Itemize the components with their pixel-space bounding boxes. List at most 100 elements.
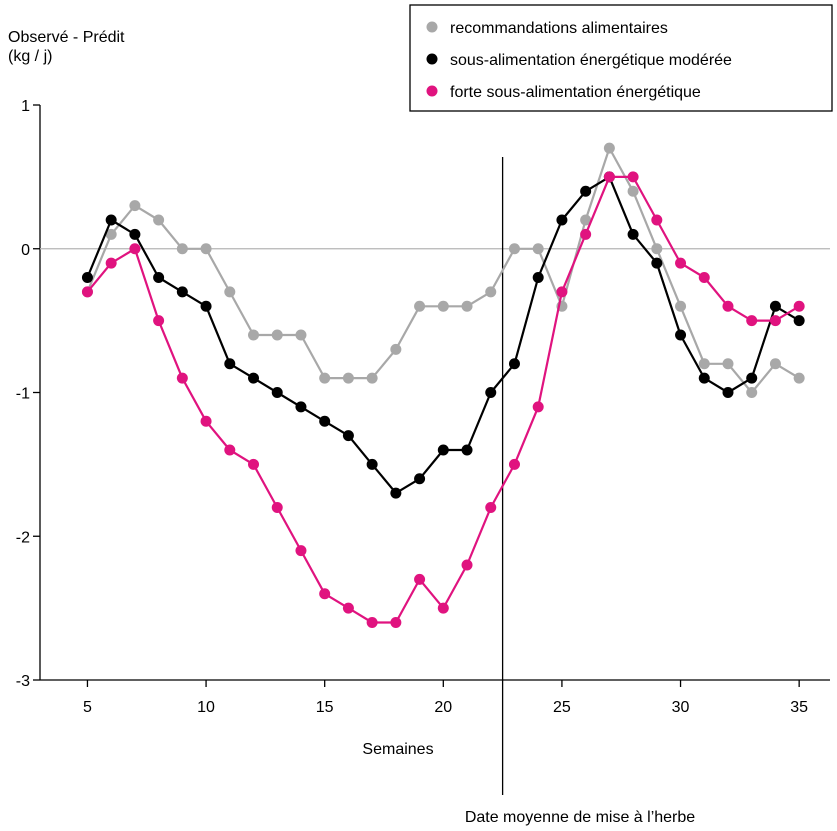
series-1-point bbox=[414, 300, 426, 312]
legend-label-2: sous-alimentation énergétique modérée bbox=[450, 52, 732, 69]
series-3-point bbox=[437, 602, 449, 614]
series-2-point bbox=[105, 214, 117, 226]
series-2-point bbox=[319, 415, 331, 427]
series-2-point bbox=[342, 430, 354, 442]
series-3-point bbox=[603, 171, 615, 183]
series-2-point bbox=[556, 214, 568, 226]
y-tick-label: -3 bbox=[16, 673, 30, 690]
series-2-point bbox=[81, 272, 93, 283]
series-3-point bbox=[129, 243, 141, 255]
series-2-point bbox=[627, 228, 639, 240]
legend-marker-1 bbox=[426, 21, 438, 33]
series-3-point bbox=[105, 257, 117, 269]
series-3-point bbox=[698, 272, 710, 283]
series-1-point bbox=[580, 214, 592, 226]
series-2-point bbox=[153, 272, 165, 283]
series-1-point bbox=[319, 372, 331, 384]
series-2-point bbox=[129, 228, 141, 240]
series-3-point bbox=[271, 502, 283, 513]
series-3-point bbox=[793, 300, 805, 312]
x-tick-label: 35 bbox=[790, 699, 808, 716]
series-3-point bbox=[532, 401, 544, 413]
series-3-point bbox=[414, 573, 426, 585]
x-tick-label: 20 bbox=[434, 699, 452, 716]
series-3-point bbox=[81, 286, 93, 298]
series-1-point bbox=[651, 243, 663, 255]
series-3-point bbox=[722, 300, 734, 312]
series-2-point bbox=[651, 257, 663, 269]
series-2-point bbox=[532, 272, 544, 283]
series-1-point bbox=[532, 243, 544, 255]
legend-label-1: recommandations alimentaires bbox=[450, 20, 668, 37]
series-3-point bbox=[508, 458, 520, 470]
series-1-point bbox=[105, 228, 117, 240]
series-3-point bbox=[366, 617, 378, 628]
series-2-point bbox=[437, 444, 449, 456]
series-2-point bbox=[295, 401, 307, 413]
series-1-point bbox=[508, 243, 520, 255]
series-1-point bbox=[485, 286, 497, 298]
x-tick-label: 5 bbox=[83, 699, 92, 716]
series-3-point bbox=[675, 257, 687, 269]
series-3-point bbox=[461, 559, 473, 571]
series-1-point bbox=[437, 300, 449, 312]
series-3-point bbox=[485, 502, 497, 513]
legend-marker-2 bbox=[426, 53, 438, 65]
series-1-point bbox=[224, 286, 236, 298]
series-line-3 bbox=[86, 175, 800, 624]
series-2-point bbox=[746, 372, 758, 384]
series-2-point bbox=[698, 372, 710, 384]
series-1-point bbox=[342, 372, 354, 384]
series-1-point bbox=[603, 142, 615, 154]
series-2-point bbox=[461, 444, 473, 456]
series-1-point bbox=[698, 358, 710, 370]
series-1-point bbox=[295, 329, 307, 341]
series-1-point bbox=[722, 358, 734, 370]
series-1-point bbox=[271, 329, 283, 341]
legend-box bbox=[409, 4, 833, 112]
series-1-point bbox=[176, 243, 188, 255]
legend-marker-3 bbox=[426, 85, 438, 97]
series-2-point bbox=[414, 473, 426, 485]
series-1-point bbox=[627, 185, 639, 197]
y-tick-label: -2 bbox=[16, 529, 30, 546]
series-3-point bbox=[556, 286, 568, 298]
series-3-point bbox=[390, 617, 402, 628]
series-1-point bbox=[129, 200, 141, 212]
series-1-point bbox=[793, 372, 805, 384]
series-2-point bbox=[675, 329, 687, 341]
series-2-point bbox=[722, 387, 734, 398]
annotation-grazing-date: Date moyenne de mise à l’herbe bbox=[465, 809, 695, 826]
series-2-point bbox=[224, 358, 236, 370]
series-1-point bbox=[248, 329, 260, 341]
x-tick-label: 30 bbox=[672, 699, 690, 716]
series-3-point bbox=[176, 372, 188, 384]
x-axis-label: Semaines bbox=[362, 741, 433, 758]
x-tick-label: 15 bbox=[316, 699, 334, 716]
legend-label-3: forte sous-alimentation énergétique bbox=[450, 84, 701, 101]
series-3-point bbox=[248, 458, 260, 470]
series-1-point bbox=[390, 343, 402, 355]
series-2-point bbox=[485, 387, 497, 398]
series-2-point bbox=[508, 358, 520, 370]
series-1-point bbox=[769, 358, 781, 370]
series-1-point bbox=[366, 372, 378, 384]
series-3-point bbox=[746, 315, 758, 327]
series-3-point bbox=[580, 228, 592, 240]
series-3-point bbox=[200, 415, 212, 427]
y-tick-label: 1 bbox=[21, 98, 30, 115]
series-2-point bbox=[271, 387, 283, 398]
x-tick-label: 10 bbox=[197, 699, 215, 716]
series-3-point bbox=[651, 214, 663, 226]
y-axis-label-line2: (kg / j) bbox=[8, 48, 52, 65]
plot-area: 10-1-2-35 10 15 20 25 30 35 bbox=[16, 98, 830, 795]
series-2-point bbox=[366, 458, 378, 470]
series-1-point bbox=[200, 243, 212, 255]
y-axis-label-line1: Observé - Prédit bbox=[8, 29, 125, 46]
series-1-point bbox=[461, 300, 473, 312]
series-1-point bbox=[675, 300, 687, 312]
series-3-point bbox=[224, 444, 236, 456]
series-2-point bbox=[200, 300, 212, 312]
series-1-point bbox=[153, 214, 165, 226]
